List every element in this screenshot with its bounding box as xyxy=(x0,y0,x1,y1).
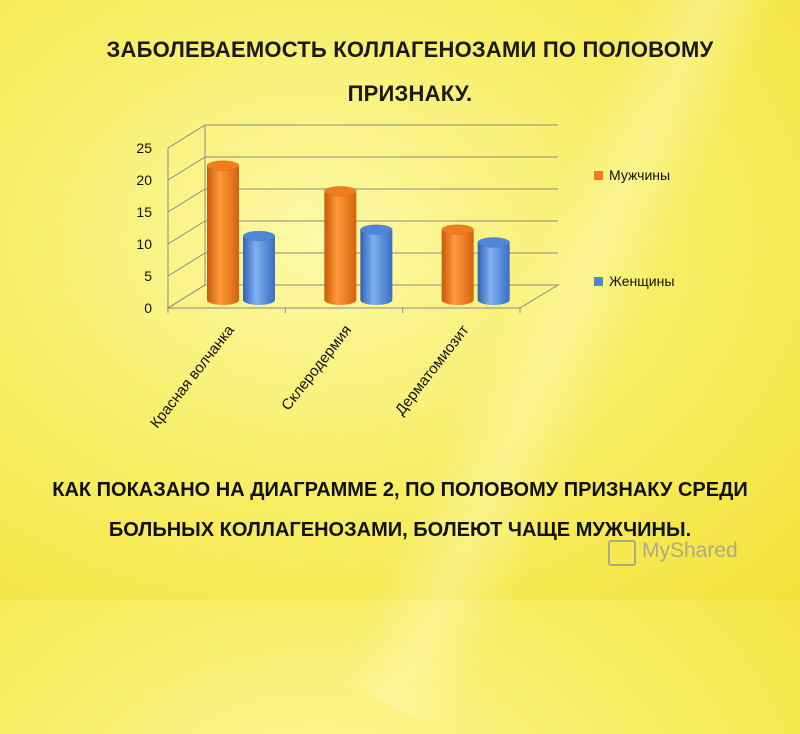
bar-top xyxy=(242,230,276,242)
bar-top xyxy=(441,224,474,235)
bar-top xyxy=(477,237,510,248)
x-category-label: Дерматомиозит xyxy=(392,322,473,419)
watermark-text: MyShared xyxy=(642,539,738,562)
gridline-side xyxy=(167,188,206,213)
bar xyxy=(243,236,275,305)
bar xyxy=(207,165,239,305)
gridline-side xyxy=(167,124,206,149)
page-title: ЗАБОЛЕВАЕМОСТЬ КОЛЛАГЕНОЗАМИ ПО ПОЛОВОМУ… xyxy=(106,37,714,106)
legend-label: Женщины xyxy=(609,273,674,289)
legend-swatch xyxy=(594,277,603,286)
gridline-side xyxy=(167,252,206,277)
bar-chart: 0 5 10 15 20 25 Красная волчанка Склеродермия Де… xyxy=(136,124,674,432)
gridline-side xyxy=(167,220,206,245)
bar xyxy=(477,242,510,305)
conclusion-text: КАК ПОКАЗАНО НА ДИАГРАММЕ 2, ПО ПОЛОВОМУ… xyxy=(52,479,748,541)
y-tick-label: 10 xyxy=(136,236,152,252)
legend-label: Мужчины xyxy=(609,167,670,183)
y-tick-label: 25 xyxy=(136,140,152,156)
bar-top xyxy=(206,160,240,171)
bar xyxy=(360,229,393,305)
y-tick-label: 0 xyxy=(144,300,152,316)
bar-top xyxy=(360,224,393,235)
bar-top xyxy=(324,185,357,197)
y-tick-label: 15 xyxy=(136,204,152,220)
y-tick-label: 20 xyxy=(136,172,152,188)
x-category-label: Склеродермия xyxy=(278,322,355,414)
legend-swatch xyxy=(594,171,603,180)
x-category-label: Красная волчанка xyxy=(147,321,238,431)
watermark: MyShared xyxy=(608,537,788,569)
bar xyxy=(324,191,357,305)
bar xyxy=(441,229,474,305)
watermark-logo-icon xyxy=(608,540,636,566)
gridline-side xyxy=(167,284,206,309)
gridline-side xyxy=(167,156,206,181)
y-tick-label: 5 xyxy=(144,268,152,284)
